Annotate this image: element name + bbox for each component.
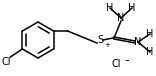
Text: H: H — [106, 3, 114, 13]
Text: S: S — [97, 35, 103, 45]
Text: H: H — [128, 3, 136, 13]
Text: H: H — [146, 29, 154, 39]
Text: H: H — [146, 47, 154, 57]
Text: N: N — [117, 13, 125, 23]
Text: +: + — [104, 42, 110, 48]
Text: -: - — [124, 54, 129, 67]
Text: Cl: Cl — [2, 57, 12, 67]
Text: N: N — [134, 37, 142, 47]
Text: Cl: Cl — [112, 59, 122, 69]
